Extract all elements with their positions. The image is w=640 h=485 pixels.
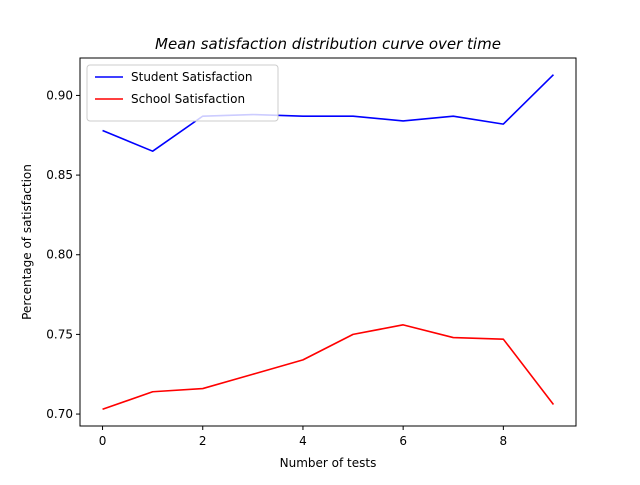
y-tick-label: 0.90 [46, 88, 73, 102]
legend-label: School Satisfaction [131, 92, 245, 106]
chart-title: Mean satisfaction distribution curve ove… [155, 35, 501, 53]
x-tick-label: 6 [399, 434, 407, 448]
y-axis-ticks: 0.70 0.75 0.80 0.85 0.90 [46, 88, 80, 421]
series-layer [102, 74, 555, 411]
legend-box [86, 64, 279, 122]
x-tick-label: 2 [199, 434, 207, 448]
series-line-student-satisfaction [102, 74, 555, 152]
y-tick-label: 0.80 [46, 248, 73, 262]
y-tick-label: 0.70 [46, 407, 73, 421]
y-tick-label: 0.75 [46, 327, 73, 341]
series-line-school-satisfaction [102, 324, 555, 411]
legend-label: Student Satisfaction [131, 70, 252, 84]
plot-frame [79, 57, 577, 427]
x-tick-label: 0 [99, 434, 107, 448]
x-tick-label: 8 [500, 434, 508, 448]
y-axis-label: Percentage of satisfaction [20, 164, 34, 320]
x-tick-label: 4 [299, 434, 307, 448]
y-tick-label: 0.85 [46, 168, 73, 182]
x-axis-ticks: 0 2 4 6 8 [99, 426, 507, 448]
x-axis-label: Number of tests [280, 456, 377, 470]
legend: Student Satisfaction School Satisfaction [86, 64, 279, 122]
